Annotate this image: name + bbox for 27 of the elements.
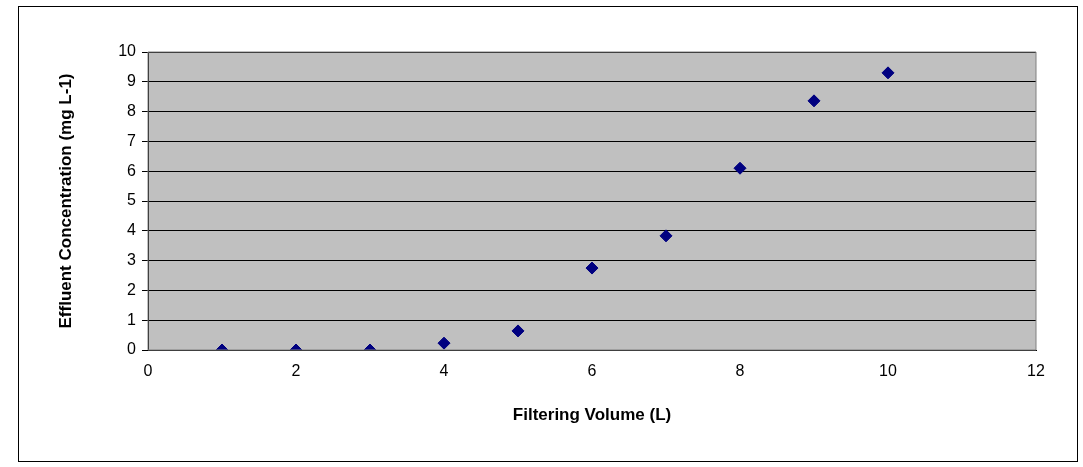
- point: [881, 66, 895, 80]
- y-tick-label: 3: [127, 251, 137, 269]
- point: [437, 336, 451, 350]
- x-tick-label: 10: [879, 362, 897, 380]
- point: [585, 261, 599, 275]
- x-tick-label: 2: [291, 362, 301, 380]
- point: [807, 94, 821, 108]
- y-tick-label: 5: [127, 191, 137, 209]
- x-tick-label: 8: [735, 362, 745, 380]
- y-axis-title: Effluent Concentration (mg L-1): [55, 73, 75, 329]
- y-tick-label: 8: [127, 102, 137, 120]
- y-tick-label: 2: [127, 280, 137, 298]
- y-tick-label: 4: [127, 221, 137, 239]
- y-tick-label: 0: [127, 340, 137, 358]
- x-tick-label: 12: [1027, 362, 1045, 380]
- y-tick-label: 10: [118, 42, 137, 60]
- x-tick-label: 4: [439, 362, 449, 380]
- y-tick-label: 9: [127, 72, 137, 90]
- y-tick-label: 6: [127, 161, 137, 179]
- y-tick-label: 1: [127, 310, 137, 328]
- x-tick-label: 6: [587, 362, 597, 380]
- y-tick-label: 7: [127, 131, 137, 149]
- point: [511, 324, 525, 338]
- point: [659, 229, 673, 243]
- x-axis-title: Filtering Volume (L): [512, 405, 672, 425]
- point: [733, 161, 747, 175]
- x-tick-label: 0: [143, 362, 153, 380]
